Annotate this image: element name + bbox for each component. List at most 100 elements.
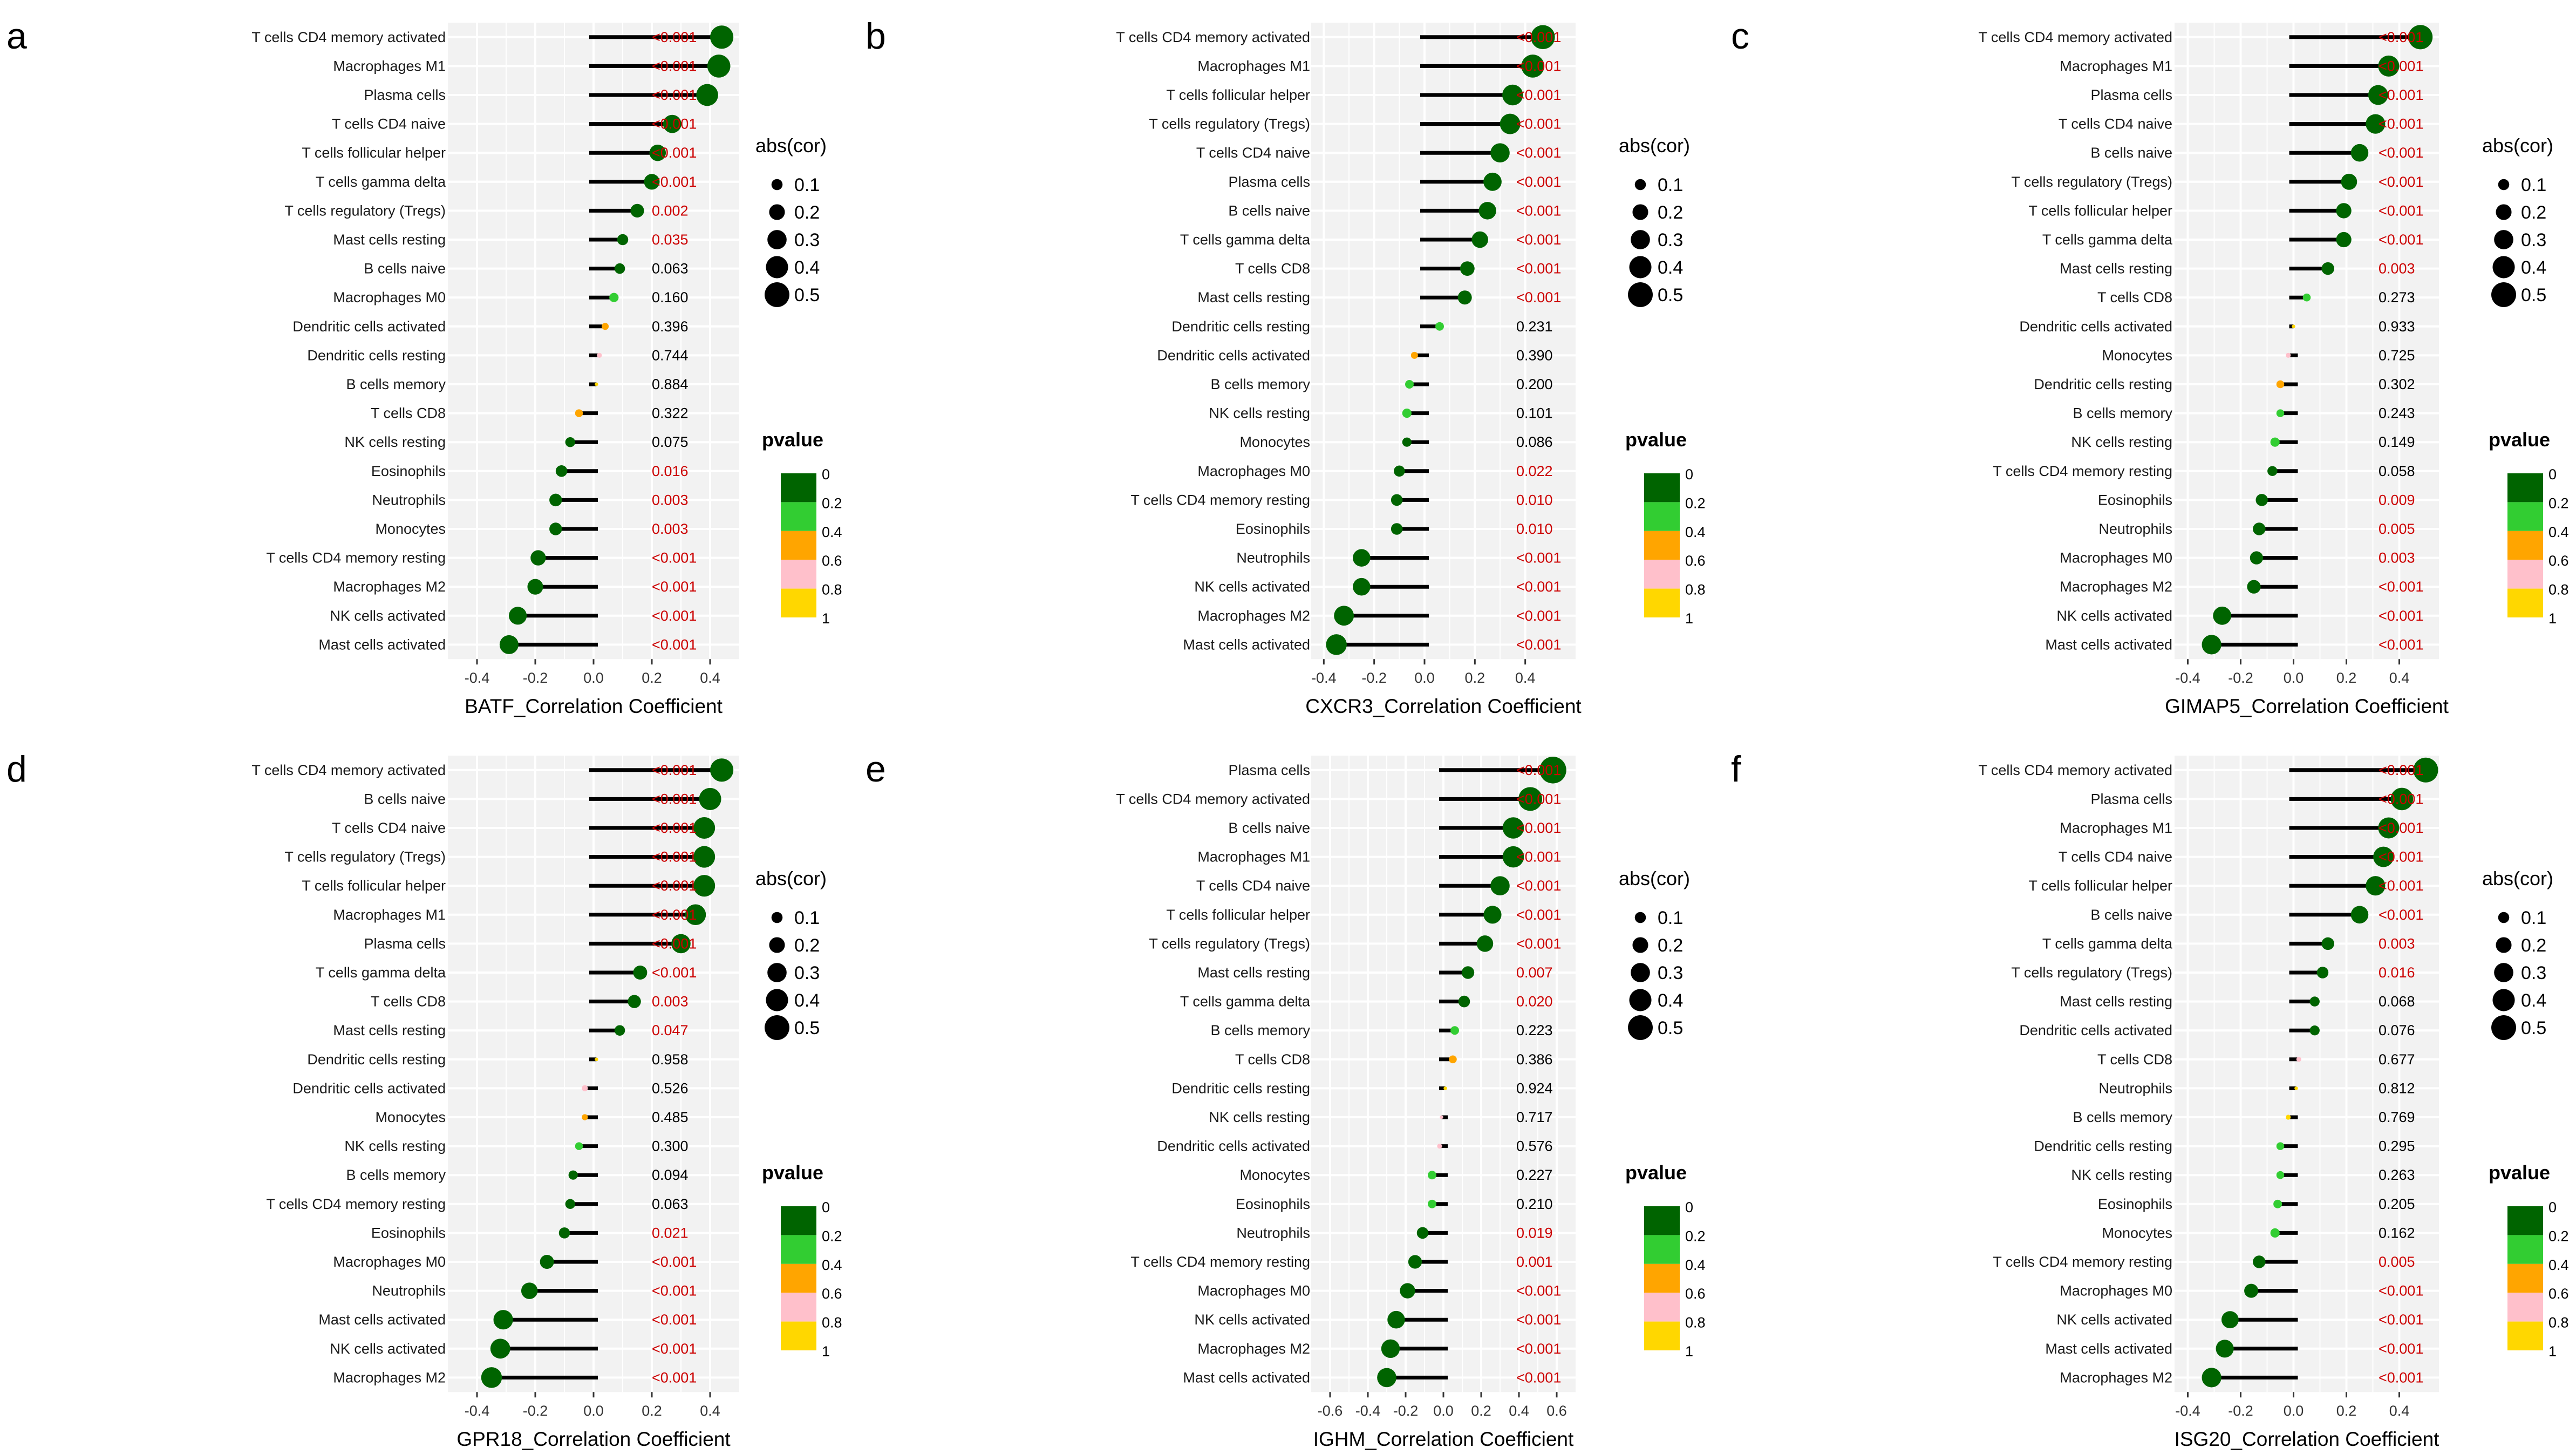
category-label: Eosinophils [1236,521,1310,537]
lollipop-point [1449,1055,1457,1064]
lollipop-point [685,904,706,926]
pvalue-label: 0.075 [652,434,689,450]
panel-letter: a [6,16,27,57]
lollipop-point [1471,231,1488,248]
category-label: Mast cells resting [1197,964,1310,981]
pvalue-label: <0.001 [1516,1312,1561,1328]
pvalue-label: 0.205 [2379,1196,2415,1212]
lollipop-point [1391,523,1403,535]
category-label: Monocytes [1239,1167,1310,1183]
lollipop-point [1460,261,1475,276]
lollipop-point [1502,846,1524,868]
pvalue-legend-label: 0.6 [2548,553,2569,569]
category-label: NK cells resting [1209,1109,1310,1125]
category-label: T cells CD4 memory activated [1116,791,1310,807]
pvalue-legend-swatch [2507,1206,2543,1235]
panel-d: d T cells CD4 memory activated <0.001 B cel… [6,749,842,1450]
lollipop-point [1531,25,1555,50]
pvalue-legend-swatch [1644,560,1680,589]
x-tick-label: 0.4 [2389,670,2410,686]
pvalue-label: 0.076 [2379,1022,2415,1038]
pvalue-label: 0.243 [2379,405,2415,422]
lollipop-point [540,1254,554,1269]
lollipop-point [595,1057,598,1062]
pvalue-label: 0.003 [652,994,689,1010]
size-legend-label: 0.4 [1658,990,1683,1011]
x-tick-label: 0.0 [1414,670,1435,686]
lollipop-point [549,522,562,535]
lollipop-point [1483,906,1502,924]
pvalue-label: <0.001 [2379,878,2423,894]
legend: abs(cor) 0.1 0.2 0.3 0.4 0.5 pvalue 0 0.2 0.4 0.6 0… [755,134,842,627]
pvalue-label: 0.005 [2379,521,2415,537]
lollipop-point [1476,935,1494,952]
category-label: Monocytes [375,1109,446,1125]
category-label: T cells follicular helper [302,145,446,161]
pvalue-label: 0.094 [652,1167,689,1183]
size-legend-label: 0.3 [2521,963,2546,983]
pvalue-label: <0.001 [2379,232,2423,248]
category-label: T cells CD4 memory resting [1130,1254,1310,1270]
size-legend-title: abs(cor) [1619,867,1690,889]
category-label: B cells naive [364,791,446,807]
category-label: Mast cells resting [1197,289,1310,305]
pvalue-label: 0.200 [1516,376,1553,392]
category-label: T cells CD4 memory activated [251,762,446,778]
pvalue-legend-swatch [1644,502,1680,531]
size-legend-label: 0.5 [2521,1018,2546,1038]
pvalue-label: <0.001 [1516,849,1561,865]
category-label: T cells CD8 [2097,289,2172,305]
pvalue-legend-label: 0 [822,1199,830,1215]
category-label: T cells CD4 memory resting [266,1196,446,1212]
size-legend-label: 0.5 [2521,285,2546,305]
lollipop-point [2253,522,2266,535]
size-legend-title: abs(cor) [1619,134,1690,157]
lollipop-point [1428,1171,1436,1180]
pvalue-legend-label: 0 [822,466,830,483]
pvalue-legend-swatch [781,473,816,502]
category-label: B cells memory [346,376,446,392]
legend: abs(cor) 0.1 0.2 0.3 0.4 0.5 pvalue 0 0.2 0.4 0.6 0… [1619,134,1706,627]
category-label: Plasma cells [1228,174,1310,190]
pvalue-label: <0.001 [652,579,697,595]
pvalue-legend-label: 0 [2548,1199,2557,1215]
pvalue-label: 0.047 [652,1022,689,1038]
size-legend-dot [2491,282,2516,307]
pvalue-label: 0.302 [2379,376,2415,392]
pvalue-label: 0.068 [2379,994,2415,1010]
size-legend-dot [2491,1015,2516,1040]
category-label: T cells follicular helper [302,878,446,894]
category-label: B cells naive [364,261,446,277]
pvalue-label: 0.005 [2379,1254,2415,1270]
size-legend-label: 0.4 [2521,990,2546,1011]
category-label: T cells CD4 memory activated [1978,29,2172,45]
pvalue-label: <0.001 [1516,935,1561,952]
category-label: Macrophages M0 [1197,1283,1310,1299]
category-label: T cells CD8 [1235,1051,1310,1068]
pvalue-legend-label: 1 [2548,1343,2557,1360]
lollipop-point [568,1170,578,1180]
category-label: B cells memory [1210,376,1310,392]
pvalue-label: 0.063 [652,1196,689,1212]
pvalue-label: <0.001 [1516,202,1561,219]
category-label: Macrophages M2 [1197,1341,1310,1357]
category-label: T cells gamma delta [2042,935,2173,952]
x-tick-label: 0.4 [2389,1403,2410,1419]
category-label: Neutrophils [1236,550,1310,566]
pvalue-legend-label: 0.2 [1685,495,1706,511]
category-label: T cells follicular helper [1166,907,1310,923]
pvalue-label: <0.001 [1516,174,1561,190]
x-tick-label: 0.0 [2284,1403,2304,1419]
category-label: Macrophages M1 [2060,820,2172,836]
x-tick-label: -0.2 [2228,670,2253,686]
category-label: T cells regulatory (Tregs) [284,849,446,865]
pvalue-label: <0.001 [2379,87,2423,103]
x-axis-title: GIMAP5_Correlation Coefficient [2165,695,2449,717]
pvalue-legend-label: 0.8 [1685,1315,1706,1331]
x-tick-label: -0.2 [523,670,548,686]
pvalue-label: <0.001 [2379,1312,2423,1328]
pvalue-label: <0.001 [2379,849,2423,865]
lollipop-point [710,25,734,49]
pvalue-legend-swatch [781,560,816,589]
